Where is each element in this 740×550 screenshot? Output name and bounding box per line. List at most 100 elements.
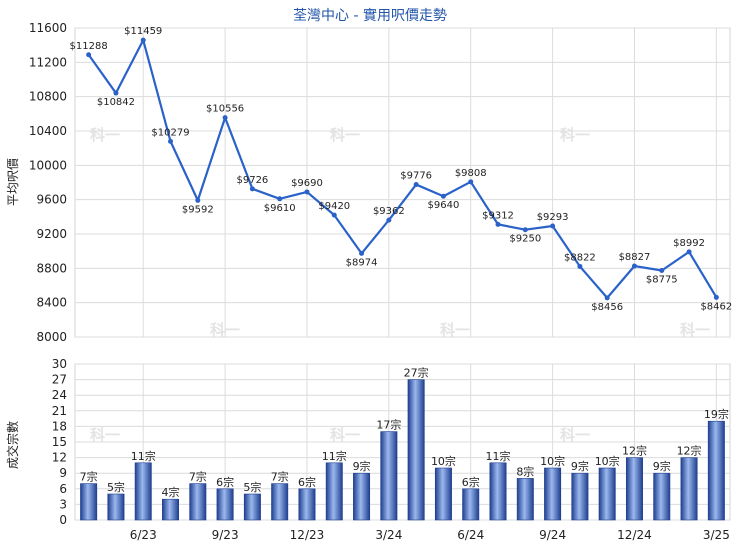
price-y-tick-label: 9200: [36, 227, 67, 241]
volume-bar: [353, 472, 371, 521]
price-data-label: $9293: [537, 212, 569, 223]
price-y-tick-label: 9600: [36, 193, 67, 207]
x-tick-label: 6/23: [130, 528, 157, 542]
volume-bar: [571, 472, 589, 521]
volume-y-tick-label: 18: [52, 419, 67, 433]
price-point: [686, 249, 692, 255]
price-data-label: $9776: [400, 171, 432, 182]
price-data-label: $9250: [509, 234, 541, 245]
volume-bar-label: 10宗: [431, 454, 456, 468]
price-y-tick-label: 10800: [29, 90, 67, 104]
x-tick-label: 3/24: [375, 528, 402, 542]
price-data-label: $8992: [673, 238, 705, 249]
watermark-text: 科一: [680, 321, 710, 339]
volume-bar: [462, 488, 480, 521]
price-point: [440, 193, 446, 199]
x-tick-label: 3/25: [703, 528, 730, 542]
volume-bar-label: 19宗: [704, 407, 729, 421]
price-y-axis-label: 平均呎價: [6, 158, 20, 206]
x-tick-label: 9/23: [212, 528, 239, 542]
volume-bar: [380, 431, 398, 521]
price-y-tick-label: 10400: [29, 124, 67, 138]
volume-bar-label: 9宗: [571, 459, 589, 473]
volume-bar: [680, 457, 698, 521]
volume-y-tick-label: 15: [52, 435, 67, 449]
volume-bar-label: 9宗: [353, 459, 371, 473]
volume-bar-label: 5宗: [107, 480, 125, 494]
price-data-label: $11459: [124, 26, 162, 37]
volume-bar-label: 5宗: [243, 480, 261, 494]
volume-bar-label: 27宗: [404, 366, 429, 380]
price-data-label: $11288: [70, 41, 108, 52]
watermark-text: 科一: [560, 426, 590, 444]
volume-y-axis-label: 成交宗數: [5, 421, 20, 469]
volume-bar: [707, 420, 725, 521]
volume-y-tick-label: 30: [52, 357, 67, 371]
price-y-tick-label: 11200: [29, 55, 67, 69]
volume-bar: [243, 493, 261, 521]
volume-bar: [407, 379, 425, 521]
watermark-text: 科一: [330, 426, 360, 444]
volume-bar: [216, 488, 234, 521]
volume-y-tick-label: 27: [52, 373, 67, 387]
price-point: [195, 197, 201, 203]
price-point: [577, 263, 583, 269]
volume-y-tick-label: 3: [59, 497, 67, 511]
price-point: [468, 179, 474, 185]
price-point: [331, 212, 337, 218]
price-point: [140, 37, 146, 43]
volume-bar-label: 12宗: [677, 444, 702, 458]
price-y-tick-label: 8400: [36, 296, 67, 310]
price-data-label: $8462: [700, 301, 732, 312]
price-point: [359, 250, 365, 256]
price-data-label: $10842: [97, 97, 135, 108]
price-point: [113, 90, 119, 96]
price-point: [659, 267, 665, 273]
volume-bar-label: 6宗: [298, 475, 316, 489]
price-data-label: $8822: [564, 252, 596, 263]
price-y-tick-label: 8000: [36, 330, 67, 344]
price-data-label: $9362: [373, 206, 405, 217]
price-data-label: $9726: [236, 175, 268, 186]
volume-bar-label: 11宗: [322, 449, 347, 463]
price-y-tick-label: 8800: [36, 261, 67, 275]
volume-bar-label: 11宗: [131, 449, 156, 463]
price-data-label: $10279: [151, 127, 189, 138]
volume-bar: [80, 483, 98, 521]
price-data-label: $8827: [619, 252, 651, 263]
price-point: [249, 186, 255, 192]
x-tick-label: 9/24: [539, 528, 566, 542]
price-point: [413, 182, 419, 188]
volume-bar: [625, 457, 643, 521]
chart-title: 荃灣中心 - 實用呎價走勢: [293, 7, 447, 24]
volume-y-tick-label: 12: [52, 451, 67, 465]
volume-y-tick-label: 6: [59, 482, 67, 496]
volume-bar: [189, 483, 207, 521]
volume-bar-label: 8宗: [516, 464, 534, 478]
price-point: [631, 263, 637, 269]
volume-bar: [107, 493, 125, 521]
volume-y-tick-label: 24: [52, 388, 67, 402]
volume-y-tick-label: 21: [52, 404, 67, 418]
price-data-label: $9640: [428, 200, 460, 211]
price-data-label: $8775: [646, 274, 678, 285]
volume-bar-label: 10宗: [595, 454, 620, 468]
price-data-label: $9592: [182, 204, 214, 215]
price-point: [713, 294, 719, 300]
price-point: [304, 189, 310, 195]
volume-bar: [134, 462, 152, 521]
price-plot-frame: [74, 27, 731, 338]
volume-bar-label: 6宗: [216, 475, 234, 489]
price-point: [168, 138, 174, 144]
volume-bar-label: 4宗: [162, 485, 180, 499]
volume-bar: [298, 488, 316, 521]
price-point: [604, 295, 610, 301]
price-point: [222, 115, 228, 121]
price-data-label: $9610: [264, 203, 296, 214]
price-point: [386, 217, 392, 223]
watermark-text: 科一: [90, 426, 120, 444]
price-data-label: $9808: [455, 168, 487, 179]
x-tick-label: 12/23: [290, 528, 325, 542]
